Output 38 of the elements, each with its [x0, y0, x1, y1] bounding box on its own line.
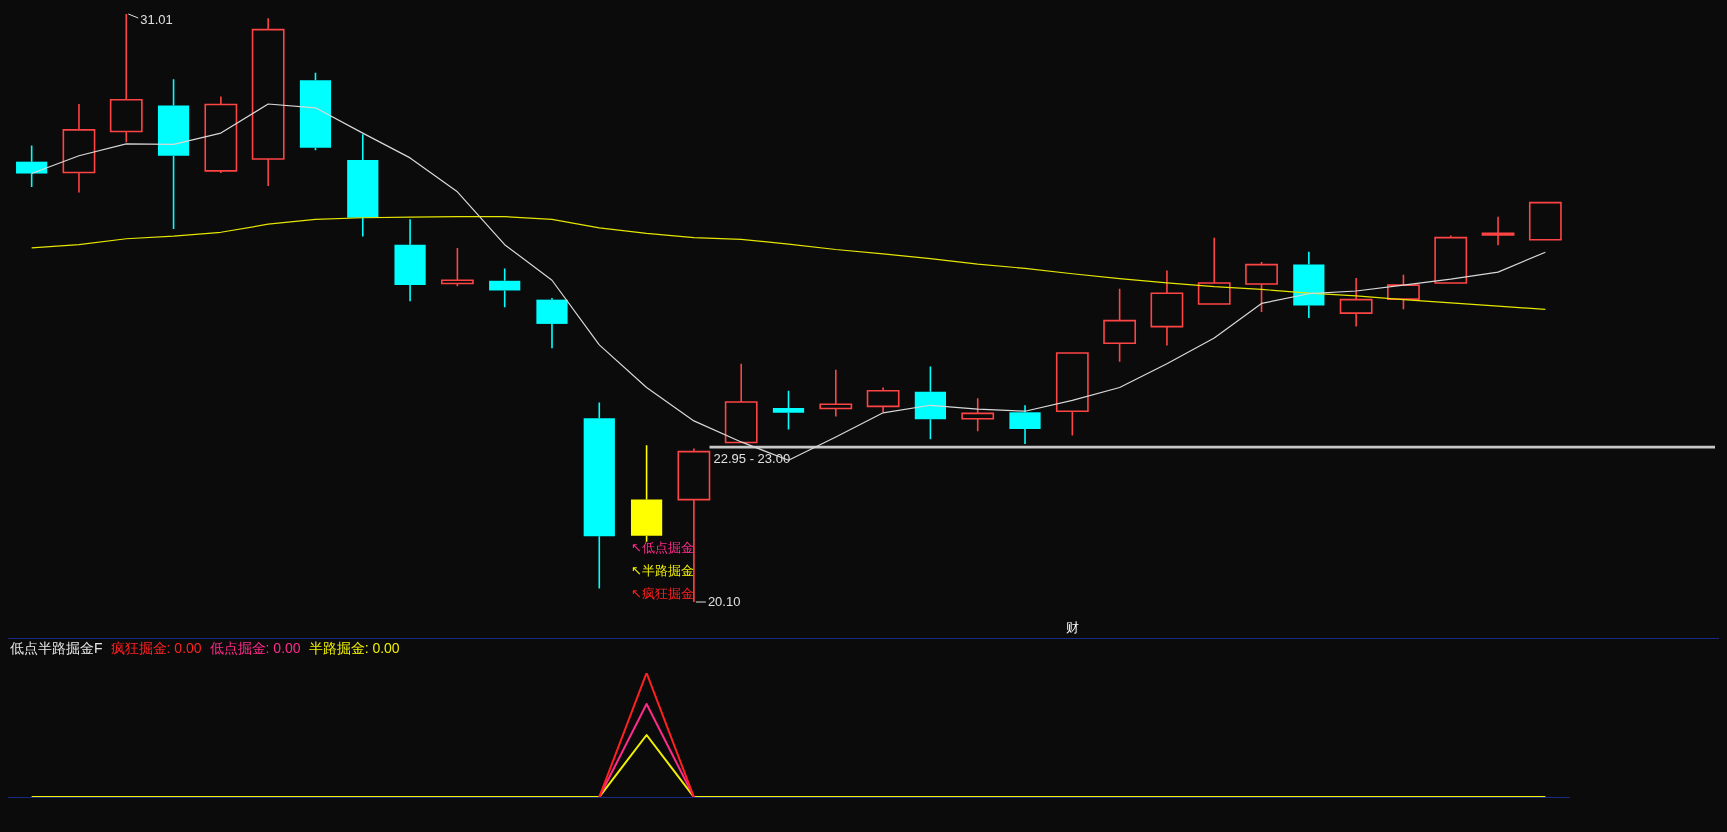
candlestick — [630, 444, 663, 543]
candlestick — [347, 133, 379, 238]
candlestick — [772, 389, 805, 431]
candlestick — [866, 386, 900, 414]
candlestick — [1245, 261, 1278, 313]
candlestick — [1009, 404, 1041, 445]
annotation: 20.10 — [707, 593, 741, 609]
annotation: 31.01 — [140, 11, 173, 27]
candlestick — [819, 368, 853, 418]
candlestick — [157, 78, 190, 230]
annotation: ↖疯狂掘金 — [631, 585, 694, 601]
text: 财 — [1066, 619, 1080, 635]
candlestick — [583, 401, 615, 590]
candlestick — [1339, 277, 1373, 328]
candlestick — [1055, 352, 1089, 437]
annotation: ↖低点掘金 — [631, 539, 694, 555]
candlestick — [251, 17, 285, 187]
candlestick — [536, 297, 568, 349]
candlestick — [394, 218, 426, 303]
text: 疯狂掘金: 0.00 — [110, 640, 202, 658]
candlestick — [62, 103, 96, 194]
candlestick — [914, 365, 947, 441]
candlestick — [1103, 288, 1137, 363]
candlestick — [961, 397, 995, 432]
band-label: 22.95 - 23.00 — [713, 451, 791, 467]
candlestick — [1387, 274, 1420, 311]
chart-title: 低点半路掘金F — [10, 640, 103, 658]
text: 低点掘金: 0.00 — [209, 640, 301, 658]
text: 半路掘金: 0.00 — [308, 640, 400, 658]
candlestick — [440, 247, 474, 287]
candlestick — [489, 267, 521, 308]
candlestick — [1481, 215, 1515, 247]
candlestick — [204, 95, 238, 174]
candlestick — [724, 362, 758, 444]
candlestick — [1293, 250, 1325, 319]
annotation: ↖半路掘金 — [631, 562, 694, 578]
candlestick — [16, 144, 48, 188]
candlestick — [1150, 269, 1184, 347]
